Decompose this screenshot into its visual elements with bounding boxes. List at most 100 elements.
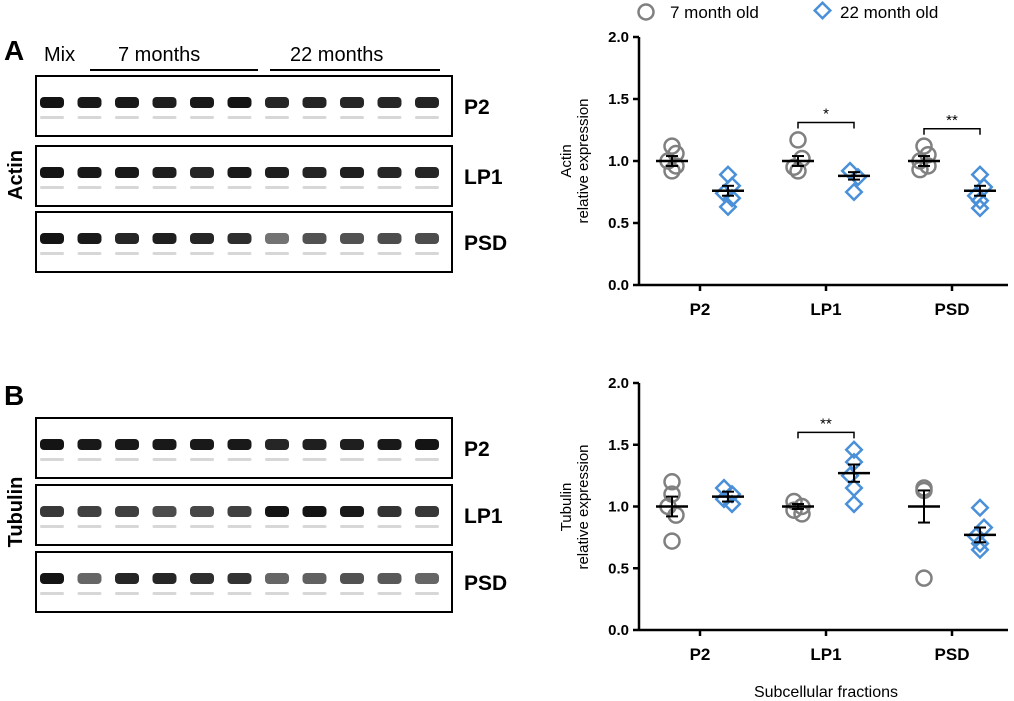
band (227, 506, 252, 517)
faint-band (40, 592, 64, 595)
band (115, 506, 139, 517)
band (77, 506, 102, 517)
band (302, 439, 327, 450)
faint-band (265, 116, 289, 119)
band (265, 439, 289, 450)
band (265, 167, 289, 178)
band (227, 439, 252, 450)
faint-band (302, 186, 327, 189)
data-point-22-month (970, 198, 990, 218)
data-point-22-month (718, 197, 738, 217)
faint-band (40, 186, 64, 189)
protein-label-tubulin: Tubulin (5, 477, 27, 548)
significance-label: * (823, 106, 829, 123)
faint-band (115, 186, 139, 189)
band (302, 573, 327, 584)
faint-band (190, 186, 214, 189)
y-tick-label: 0.5 (608, 560, 629, 577)
significance-bracket (797, 431, 855, 439)
band (340, 573, 364, 584)
protein-label-actin: Actin (5, 150, 27, 200)
band (340, 233, 364, 244)
band (77, 573, 102, 584)
data-point-22-month (970, 498, 990, 518)
band (190, 573, 214, 584)
band (77, 233, 102, 244)
fraction-label-lp1: LP1 (464, 505, 503, 528)
band (415, 233, 439, 244)
band (377, 167, 402, 178)
band (77, 439, 102, 450)
faint-band (227, 525, 252, 528)
band (265, 233, 289, 244)
band (302, 506, 327, 517)
band (377, 233, 402, 244)
significance-label: ** (946, 112, 958, 129)
faint-band (302, 252, 327, 255)
faint-band (40, 525, 64, 528)
lane-header-7-months: 7 months (118, 44, 200, 66)
band (377, 506, 402, 517)
band (415, 167, 439, 178)
data-point-22-month (970, 540, 990, 560)
band (415, 97, 439, 108)
band (152, 167, 177, 178)
lane-header-22-months: 22 months (290, 44, 383, 66)
blot-row-psd: PSD (35, 211, 507, 273)
band (265, 506, 289, 517)
band (40, 167, 64, 178)
band (40, 97, 64, 108)
y-tick-label: 1.5 (608, 437, 629, 454)
western-blot-actin: P2 LP1 PSD (35, 75, 507, 273)
significance-bracket (797, 121, 855, 129)
blot-row-lp1: LP1 (35, 145, 503, 207)
faint-band (265, 252, 289, 255)
y-axis-label-line1: Tubulin (558, 483, 575, 532)
faint-band (415, 458, 439, 461)
fraction-label-psd: PSD (464, 232, 507, 255)
faint-band (377, 252, 402, 255)
blot-row-lp1: LP1 (35, 484, 503, 546)
fraction-label-p2: P2 (464, 96, 490, 119)
band (152, 573, 177, 584)
data-point-22-month (844, 440, 864, 460)
band (152, 506, 177, 517)
band (40, 573, 64, 584)
faint-band (415, 116, 439, 119)
band (340, 167, 364, 178)
band (415, 573, 439, 584)
band (377, 573, 402, 584)
faint-band (152, 592, 177, 595)
faint-band (152, 458, 177, 461)
western-blot-tubulin: P2 LP1 PSD (35, 417, 507, 613)
band (227, 573, 252, 584)
band (115, 439, 139, 450)
band (227, 167, 252, 178)
y-tick-label: 0.0 (608, 277, 629, 294)
band (340, 506, 364, 517)
y-tick-label: 2.0 (608, 29, 629, 46)
faint-band (377, 458, 402, 461)
faint-band (190, 525, 214, 528)
data-point-22-month (844, 182, 864, 202)
faint-band (340, 252, 364, 255)
y-axis-label-line1: Actin (558, 144, 575, 177)
faint-band (302, 592, 327, 595)
faint-band (377, 186, 402, 189)
faint-band (115, 525, 139, 528)
y-tick-label: 1.0 (608, 499, 629, 516)
significance-bracket (923, 128, 981, 135)
faint-band (152, 186, 177, 189)
band (265, 573, 289, 584)
band (415, 439, 439, 450)
legend-circle-marker (637, 3, 655, 21)
faint-band (227, 252, 252, 255)
x-tick-label-psd: PSD (935, 300, 970, 319)
faint-band (115, 116, 139, 119)
faint-band (115, 252, 139, 255)
faint-band (377, 525, 402, 528)
faint-band (302, 525, 327, 528)
data-point-7-month (663, 532, 681, 550)
faint-band (415, 252, 439, 255)
panel-letter-b: B (4, 380, 24, 411)
